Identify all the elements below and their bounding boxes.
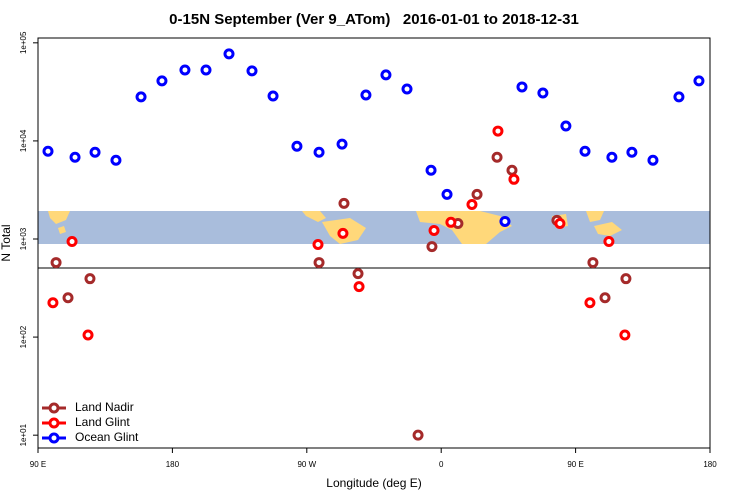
map-band — [38, 211, 710, 244]
land — [302, 211, 326, 222]
land — [58, 226, 66, 234]
legend-label: Land Nadir — [75, 400, 134, 414]
y-axis-label: N Total — [0, 224, 13, 261]
point — [179, 64, 191, 76]
point — [508, 173, 520, 185]
point — [84, 273, 96, 285]
legend-label: Land Glint — [75, 415, 130, 429]
point — [491, 151, 503, 163]
point — [69, 151, 81, 163]
x-tick-label: 90 E — [30, 460, 46, 469]
point — [620, 273, 632, 285]
point — [647, 154, 659, 166]
point — [401, 83, 413, 95]
point — [603, 236, 615, 248]
y-tick-label: 1e+02 — [19, 325, 28, 348]
point — [425, 164, 437, 176]
point — [492, 125, 504, 137]
point — [135, 91, 147, 103]
x-axis-label: Longitude (deg E) — [326, 476, 421, 490]
y-tick-label: 1e+01 — [19, 423, 28, 446]
point — [360, 89, 372, 101]
point — [66, 236, 78, 248]
y-tick-label: 1e+04 — [19, 129, 28, 152]
point — [62, 292, 74, 304]
point — [353, 281, 365, 293]
point — [313, 257, 325, 269]
plot-frame — [37, 37, 711, 449]
x-tick-label: 180 — [166, 460, 180, 469]
point — [426, 241, 438, 253]
point — [156, 75, 168, 87]
x-tick-label: 180 — [703, 460, 717, 469]
point — [246, 65, 258, 77]
point — [352, 268, 364, 280]
point — [441, 188, 453, 200]
legend-label: Ocean Glint — [75, 430, 139, 444]
point — [445, 216, 457, 228]
point — [380, 69, 392, 81]
point — [47, 297, 59, 309]
point — [579, 145, 591, 157]
point — [428, 225, 440, 237]
point — [337, 227, 349, 239]
point — [673, 91, 685, 103]
y-tick-label: 1e+05 — [19, 31, 28, 54]
land — [586, 211, 604, 222]
point — [587, 257, 599, 269]
point — [223, 48, 235, 60]
point — [110, 154, 122, 166]
point — [50, 257, 62, 269]
point — [313, 146, 325, 158]
point — [584, 297, 596, 309]
point — [291, 140, 303, 152]
point — [516, 81, 528, 93]
point — [619, 329, 631, 341]
x-tick-label: 90 E — [567, 460, 583, 469]
point — [626, 146, 638, 158]
legend-marker — [48, 402, 60, 414]
y-tick-label: 1e+03 — [19, 227, 28, 250]
point — [200, 64, 212, 76]
point — [82, 329, 94, 341]
point — [412, 429, 424, 441]
x-tick-label: 0 — [439, 460, 444, 469]
point — [312, 238, 324, 250]
point — [499, 215, 511, 227]
point — [537, 87, 549, 99]
land — [48, 211, 70, 224]
point — [693, 75, 705, 87]
point — [338, 197, 350, 209]
point — [466, 198, 478, 210]
point — [506, 164, 518, 176]
point — [471, 188, 483, 200]
legend-marker — [48, 432, 60, 444]
point — [336, 138, 348, 150]
land — [594, 222, 622, 236]
point — [89, 146, 101, 158]
point — [599, 292, 611, 304]
point — [554, 217, 566, 229]
point — [606, 151, 618, 163]
x-tick-label: 90 W — [297, 460, 316, 469]
point — [560, 120, 572, 132]
point — [267, 90, 279, 102]
legend-marker — [48, 417, 60, 429]
chart-title: 0-15N September (Ver 9_ATom) 2016-01-01 … — [169, 11, 579, 28]
land — [416, 211, 512, 244]
point — [42, 145, 54, 157]
